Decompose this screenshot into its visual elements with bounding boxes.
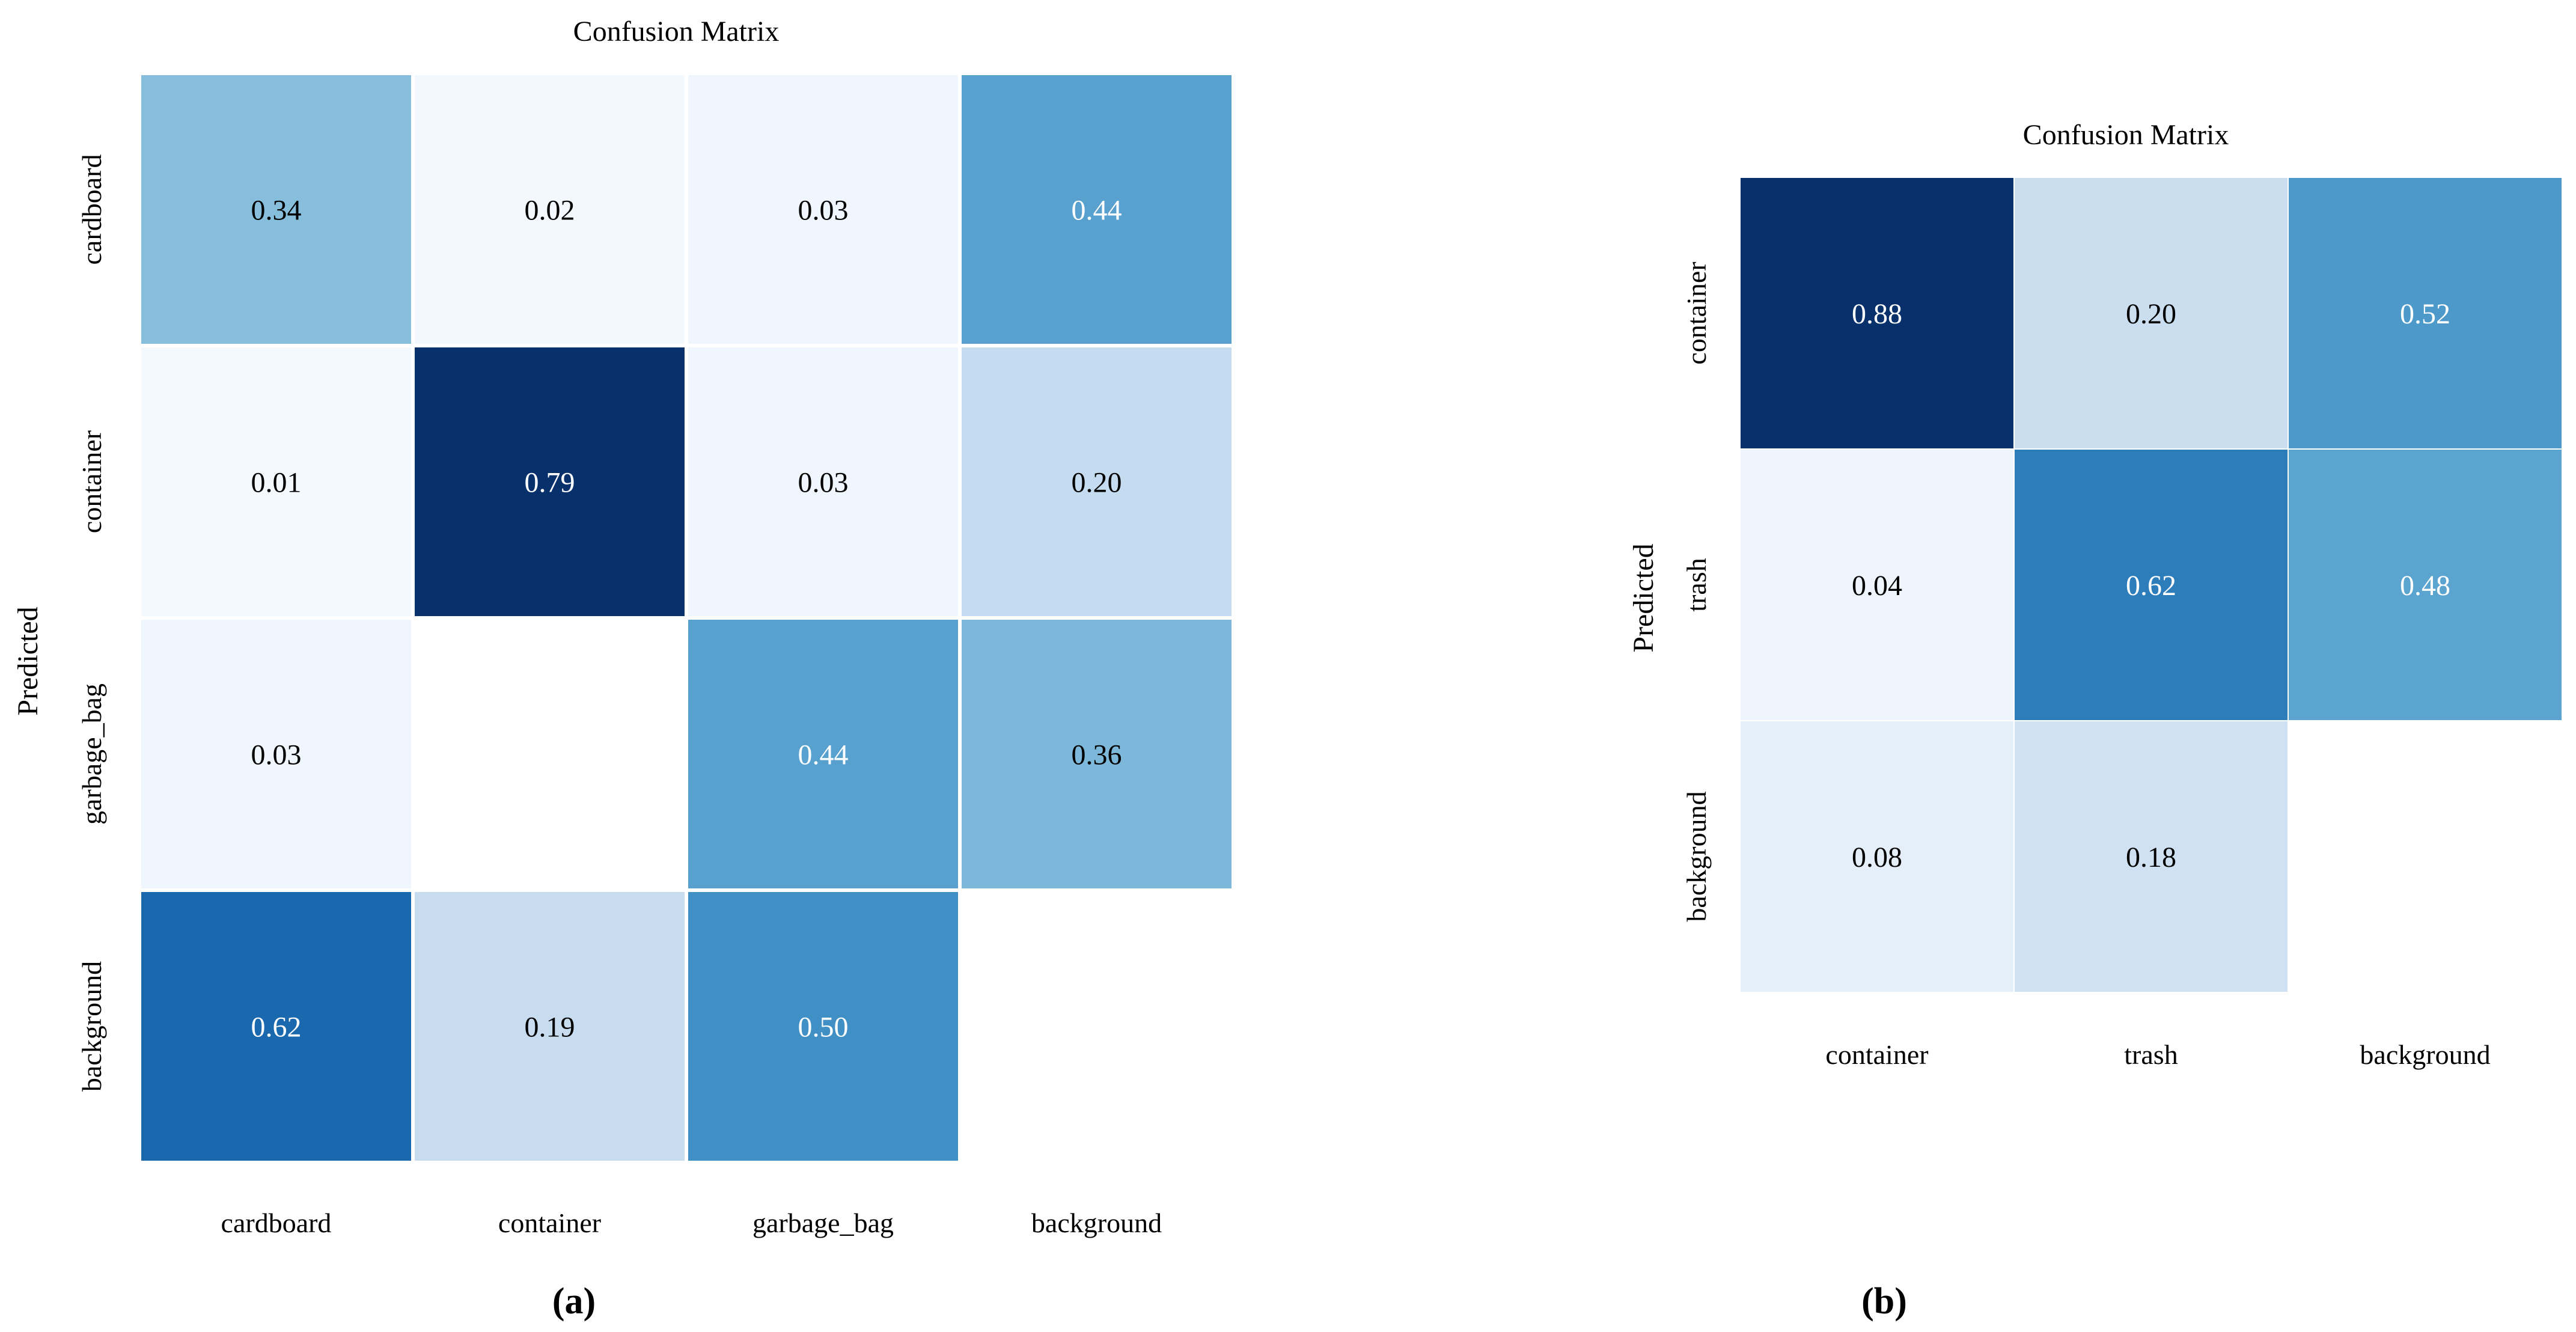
panel-label-b: (b) <box>1861 1281 1907 1322</box>
y-tick-labels-a: cardboard container garbage_bag background <box>76 154 107 1092</box>
cell-value-b-r1-c0: 0.04 <box>1852 570 1902 602</box>
cell-value-a-r3-c1: 0.19 <box>525 1012 575 1043</box>
cell-value-a-r3-c2: 0.50 <box>798 1012 849 1043</box>
cell-value-a-r1-c2: 0.03 <box>798 467 849 499</box>
heatmap-cell-b-r1-c0 <box>1739 448 2015 721</box>
cell-value-b-r2-c0: 0.08 <box>1852 842 1902 873</box>
x-tick-label-b-1: trash <box>2124 1039 2178 1070</box>
x-tick-labels-a: cardboard container garbage_bag background <box>221 1208 1162 1238</box>
panel-label-a: (a) <box>552 1281 596 1322</box>
heatmap-cell-a-r3-c0 <box>138 888 415 1164</box>
cell-value-a-r2-c3: 0.36 <box>1072 739 1122 771</box>
x-tick-label-b-0: container <box>1825 1039 1928 1070</box>
y-tick-label-b-1: trash <box>1681 558 1712 611</box>
cell-value-b-r1-c2: 0.48 <box>2400 570 2450 602</box>
heatmap-cell-a-r2-c3 <box>958 616 1235 892</box>
x-tick-labels-b: container trash background <box>1825 1039 2490 1070</box>
y-tick-label-a-1: container <box>76 430 107 533</box>
x-tick-label-a-1: container <box>498 1208 601 1238</box>
cell-value-a-r2-c0: 0.03 <box>251 739 302 771</box>
heatmap-cell-b-r2-c1 <box>2013 720 2289 993</box>
y-tick-label-a-0: cardboard <box>76 154 107 265</box>
cell-value-a-r0-c1: 0.02 <box>525 195 575 227</box>
cell-value-b-r0-c0: 0.88 <box>1852 298 1902 330</box>
cell-value-b-r2-c1: 0.18 <box>2126 842 2176 873</box>
heatmap-cell-b-r1-c2 <box>2288 448 2563 721</box>
y-axis-label-a: Predicted <box>12 606 44 715</box>
heatmap-cell-b-r2-c0 <box>1739 720 2015 993</box>
cell-value-a-r3-c0: 0.62 <box>251 1012 302 1043</box>
heatmap-cell-b-r1-c1 <box>2013 448 2289 721</box>
heatmap-cell-a-r3-c1 <box>411 888 688 1164</box>
heatmap-cell-a-r1-c0 <box>138 344 415 620</box>
heatmap-cell-b-r0-c2 <box>2288 177 2563 450</box>
y-axis-label-b: Predicted <box>1628 543 1659 652</box>
cell-value-b-r0-c2: 0.52 <box>2400 298 2450 330</box>
heatmap-cell-b-r0-c1 <box>2013 177 2289 450</box>
heatmap-cell-a-r0-c0 <box>138 72 415 347</box>
cell-value-a-r1-c3: 0.20 <box>1072 467 1122 499</box>
x-tick-label-a-2: garbage_bag <box>752 1208 894 1238</box>
confusion-matrix-a: Confusion Matrix 0.34 0.02 0.03 0.44 0.01 0.7… <box>12 16 1235 1322</box>
heatmap-cell-a-r0-c2 <box>685 72 962 347</box>
heatmap-cells-b: 0.88 0.20 0.52 0.04 0.62 0.48 0.08 0.18 <box>1739 177 2563 993</box>
x-tick-label-a-0: cardboard <box>221 1208 332 1238</box>
cell-value-a-r0-c0: 0.34 <box>251 195 302 227</box>
heatmap-cells-a: 0.34 0.02 0.03 0.44 0.01 0.79 0.03 0.20 0.03 0.44… <box>138 72 1235 1164</box>
cell-value-a-r0-c3: 0.44 <box>1072 195 1122 227</box>
y-tick-label-a-3: background <box>76 961 107 1092</box>
heatmap-cell-a-r1-c1 <box>411 344 688 620</box>
chart-title-a: Confusion Matrix <box>573 16 780 47</box>
heatmap-cell-b-r0-c0 <box>1739 177 2015 450</box>
heatmap-cell-a-r0-c3 <box>958 72 1235 347</box>
cell-value-b-r0-c1: 0.20 <box>2126 298 2176 330</box>
chart-title-b: Confusion Matrix <box>2023 119 2229 151</box>
y-tick-label-b-0: container <box>1681 261 1712 364</box>
heatmap-cell-a-r0-c1 <box>411 72 688 347</box>
heatmap-cell-a-r1-c3 <box>958 344 1235 620</box>
cell-value-a-r2-c2: 0.44 <box>798 739 849 771</box>
x-tick-label-a-3: background <box>1031 1208 1162 1238</box>
y-tick-label-b-2: background <box>1681 791 1712 921</box>
y-tick-label-a-2: garbage_bag <box>76 683 107 825</box>
cell-value-b-r1-c1: 0.62 <box>2126 570 2176 602</box>
y-tick-labels-b: container trash background <box>1681 261 1712 921</box>
cell-value-a-r1-c0: 0.01 <box>251 467 302 499</box>
cell-value-a-r1-c1: 0.79 <box>525 467 575 499</box>
heatmap-cell-a-r2-c2 <box>685 616 962 892</box>
cell-value-a-r0-c2: 0.03 <box>798 195 849 227</box>
x-tick-label-b-2: background <box>2360 1039 2490 1070</box>
heatmap-cell-a-r3-c2 <box>685 888 962 1164</box>
confusion-matrix-b: Confusion Matrix 0.88 0.20 0.52 0.04 0.62 0.4… <box>1628 119 2563 1322</box>
